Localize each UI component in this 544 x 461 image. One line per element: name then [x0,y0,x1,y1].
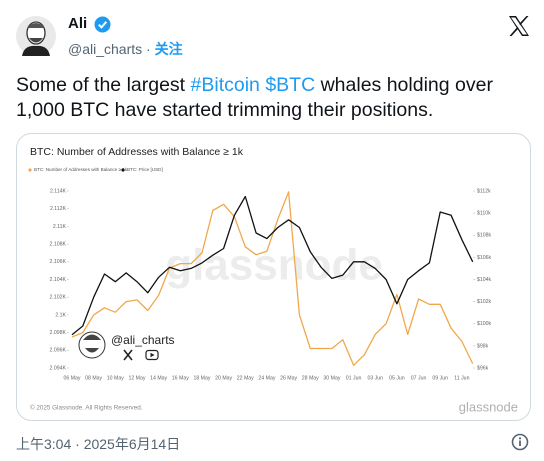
handle[interactable]: @ali_charts [68,41,143,57]
x-tick-label: 30 May [323,375,340,381]
x-tick-label: 28 May [302,375,319,381]
legend-label: BTC: Number of Addresses with Balance ≥ … [34,167,128,172]
y-tick-label: 2.108K [50,241,67,247]
avatar[interactable] [16,16,56,56]
legend-swatch [121,168,125,172]
watermark: glassnode [165,241,383,290]
legend-swatch [28,168,32,172]
y-tick-label: 2.1K [55,312,66,318]
y2-tick-label: $100k [477,321,492,327]
x-tick-label: 14 May [150,375,167,381]
overlay-avatar-hair [83,334,101,340]
x-tick-label: 24 May [258,375,275,381]
overlay-avatar-beard [85,348,99,353]
y-tick-label: 2.114K [50,188,67,194]
y2-tick-label: $108k [477,233,492,239]
separator: · [146,41,151,57]
x-tick-label: 22 May [237,375,254,381]
y2-tick-label: $96k [477,365,489,371]
x-tick-label: 01 Jun [346,375,362,381]
timestamp[interactable]: 上午3:04 · 2025年6月14日 [16,436,181,452]
y-tick-label: 2.104K [50,277,67,283]
user-name[interactable]: Ali [68,15,88,32]
x-tick-label: 05 Jun [389,375,405,381]
text: whales holding over 1,000 BTC have start… [16,74,493,121]
follow-button[interactable]: 关注 [154,41,183,57]
verified-badge [94,16,111,33]
y-tick-label: 2.094K [50,365,67,371]
series-line [71,195,474,336]
overlay-x-icon [123,349,133,361]
x-tick-label: 11 Jun [454,375,469,381]
x-tick-label: 08 May [85,375,102,381]
x-tick-label: 09 Jun [432,375,448,381]
overlay-stamp: @ali_charts [78,331,175,361]
y2-tick-label: $98k [477,343,489,349]
x-logo[interactable] [507,14,531,38]
overlay-youtube-icon [145,349,159,361]
y-tick-label: 2.112K [50,206,67,212]
chart-brand: glassnode [459,399,518,414]
y2-tick-label: $112k [477,188,491,194]
x-tick-label: 16 May [172,375,189,381]
chart-footer: © 2025 Glassnode. All Rights Reserved. [30,404,143,412]
handle-row: @ali_charts · 关注 [68,39,183,59]
hashtag[interactable]: #Bitcoin [190,74,260,96]
x-tick-label: 26 May [280,375,297,381]
x-tick-label: 12 May [128,375,145,381]
y-tick-label: 2.096K [50,348,67,354]
y-tick-label: 2.098K [50,330,67,336]
x-tick-label: 18 May [193,375,210,381]
y-tick-label: 2.102K [50,295,67,301]
x-tick-label: 06 May [63,375,80,381]
legend-label: BTC: Price [USD] [127,167,163,172]
y-tick-label: 2.11K [53,224,67,230]
chart-title: BTC: Number of Addresses with Balance ≥ … [30,146,244,158]
text: Some of the largest [16,74,191,96]
chart[interactable]: BTC: Number of Addresses with Balance ≥ … [16,133,531,421]
overlay-youtube-play [150,352,155,358]
overlay-handle: @ali_charts [111,333,175,347]
x-tick-label: 03 Jun [367,375,383,381]
x-tick-label: 10 May [107,375,124,381]
x-tick-label: 20 May [215,375,232,381]
y-tick-label: 2.106K [50,259,67,265]
series-line [71,191,474,366]
cashtag[interactable]: $BTC [265,74,316,96]
tweet-text: Some of the largest #Bitcoin $BTC whales… [16,73,536,123]
y2-tick-label: $104k [477,277,492,283]
x-tick-label: 07 Jun [411,375,427,381]
y2-tick-label: $106k [477,255,492,261]
info-icon[interactable] [511,433,529,451]
y2-tick-label: $110k [477,211,491,217]
y2-tick-label: $102k [477,299,492,305]
chart-frame [16,133,531,421]
